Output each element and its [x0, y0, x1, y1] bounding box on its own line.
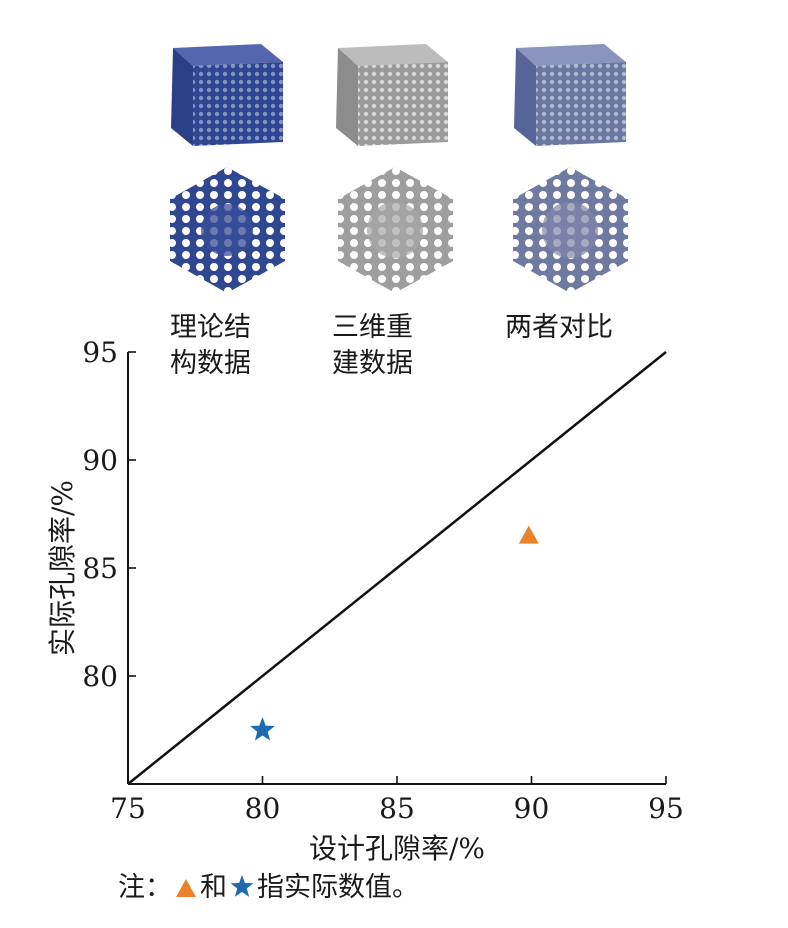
chart-points	[250, 525, 539, 741]
scatter-chart: 75 80 85 90 95 80 85 90 95 设计孔隙率/% 实际孔隙率/%	[46, 336, 684, 865]
thumb-recon-hex	[338, 167, 453, 293]
caption-compare-line1: 两者对比	[505, 312, 613, 343]
note-prefix: 注：	[118, 872, 172, 903]
thumb-compare-cube	[514, 44, 626, 146]
y-axis-label: 实际孔隙率/%	[46, 480, 79, 656]
point-star	[250, 717, 275, 741]
thumb-compare-hex	[513, 167, 628, 293]
caption-theory: 理论结 构数据	[170, 310, 251, 382]
chart-ticks: 75 80 85 90 95 80 85 90 95	[82, 336, 683, 825]
triangle-icon	[176, 879, 196, 897]
y-tick-label: 80	[82, 660, 118, 693]
point-triangle	[518, 525, 539, 544]
chart-reference-line-group	[127, 351, 667, 785]
thumb-theory-hex	[170, 167, 285, 293]
reference-line	[127, 351, 667, 785]
caption-recon-line2: 建数据	[332, 348, 413, 379]
x-tick-label: 90	[514, 792, 550, 825]
thumb-theory-cube	[171, 44, 283, 146]
y-tick-label: 85	[82, 552, 118, 585]
caption-recon-line1: 三维重	[332, 312, 413, 343]
caption-compare: 两者对比	[505, 310, 613, 346]
star-icon	[230, 875, 254, 897]
note-middle: 和	[200, 872, 227, 903]
caption-recon: 三维重 建数据	[332, 310, 413, 382]
x-tick-label: 95	[648, 792, 684, 825]
x-tick-label: 80	[245, 792, 281, 825]
caption-theory-line2: 构数据	[170, 348, 251, 379]
y-tick-label: 95	[82, 336, 118, 369]
caption-theory-line1: 理论结	[170, 312, 251, 343]
x-tick-label: 85	[379, 792, 415, 825]
note-suffix: 指实际数值。	[257, 872, 419, 903]
x-axis-label: 设计孔隙率/%	[309, 832, 485, 865]
chart-note: 注： 和指实际数值。	[118, 870, 419, 906]
y-tick-label: 90	[82, 444, 118, 477]
x-tick-label: 75	[110, 792, 146, 825]
thumb-recon-cube	[336, 44, 448, 146]
